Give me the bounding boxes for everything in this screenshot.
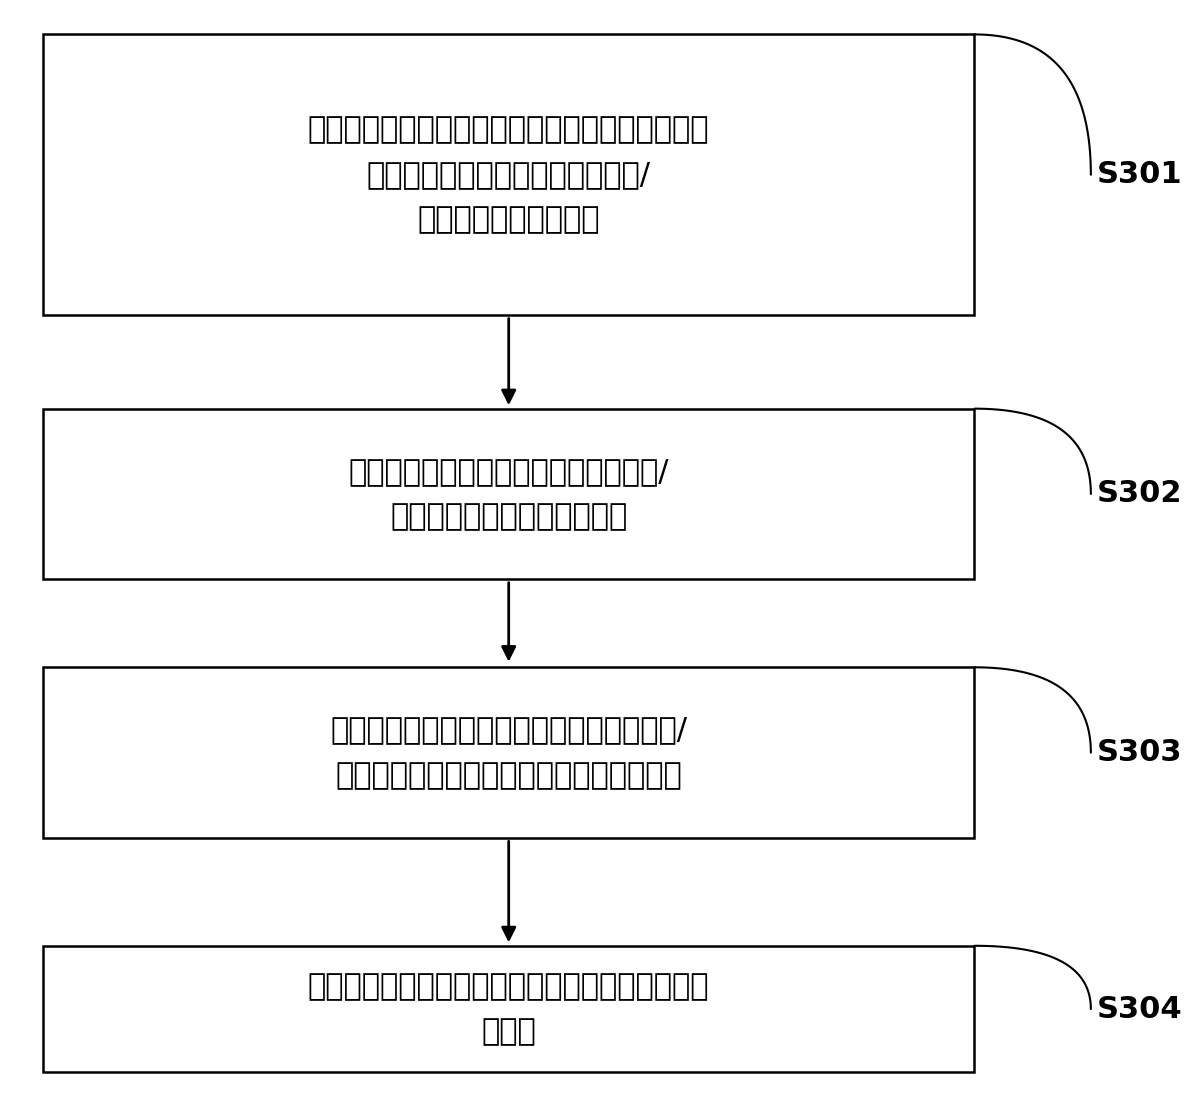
Text: 确定识别出的抽象语法树中的底层输入/
输出端口代码的读写操作类型: 确定识别出的抽象语法树中的底层输入/ 输出端口代码的读写操作类型 [348, 457, 669, 531]
Text: S301: S301 [1096, 161, 1182, 190]
Text: 将包含赋值语句的抽象语法树确定为处理后的抽象
语法树: 将包含赋值语句的抽象语法树确定为处理后的抽象 语法树 [308, 971, 710, 1046]
FancyBboxPatch shape [43, 34, 975, 315]
Text: S302: S302 [1096, 479, 1182, 508]
Text: 对用户配置文件进行解析，并利用解析后的用户配
置文件对抽象语法树中的底层输入/
输出端口代码进行识别: 对用户配置文件进行解析，并利用解析后的用户配 置文件对抽象语法树中的底层输入/ … [308, 115, 710, 234]
FancyBboxPatch shape [43, 668, 975, 838]
Text: 若读写操作类型为读取操作，则将底层输入/
输出端口代码中的读取语句替换为赋值语句: 若读写操作类型为读取操作，则将底层输入/ 输出端口代码中的读取语句替换为赋值语句 [331, 715, 687, 790]
Text: S303: S303 [1096, 739, 1182, 767]
FancyBboxPatch shape [43, 408, 975, 579]
Text: S304: S304 [1096, 995, 1182, 1024]
FancyBboxPatch shape [43, 946, 975, 1072]
